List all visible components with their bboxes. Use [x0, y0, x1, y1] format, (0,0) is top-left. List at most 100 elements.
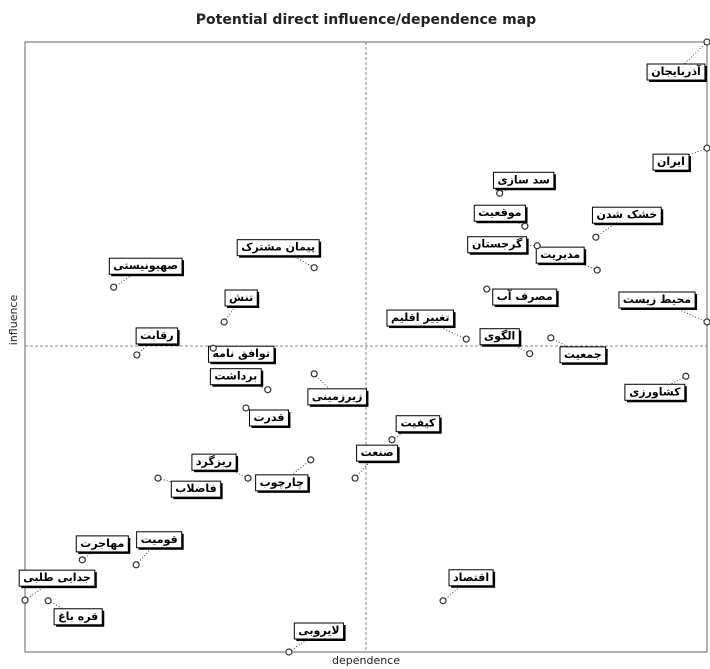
point-label-group: آذربایجان [646, 63, 707, 82]
point [133, 351, 141, 359]
label-box [492, 288, 558, 306]
point-label-group: جدایی طلبی [18, 569, 97, 589]
point [307, 456, 315, 464]
point [439, 597, 447, 605]
point-label-group: الگوی [479, 328, 522, 347]
point [220, 318, 228, 326]
point-label: ریزگرد [196, 455, 232, 468]
point-label-group: خشک شدن [591, 206, 664, 226]
point-label-group: پیمان مشترک [236, 239, 322, 258]
label-box [236, 239, 320, 257]
point [703, 144, 710, 152]
point [521, 222, 529, 230]
point-label-group: رقابت [135, 327, 180, 346]
label-box [293, 622, 345, 640]
point-label: تغییر اقلیم [391, 311, 450, 324]
label-box [386, 309, 455, 327]
point [132, 561, 140, 569]
point [547, 334, 555, 342]
point [310, 370, 318, 378]
point [351, 474, 359, 482]
point-label-group: ایران [652, 153, 691, 173]
point-label: جمعیت [564, 348, 602, 361]
point [593, 266, 601, 274]
point-label: موقعیت [478, 206, 521, 219]
label-box [18, 569, 96, 587]
point-label-group: صهیونیستی [108, 257, 185, 277]
label-box [559, 346, 607, 364]
point-label: لایروبی [298, 624, 339, 637]
point-label: الگوی [484, 330, 515, 343]
point-label: فاضلاب [175, 482, 216, 495]
point-label: سد سازی [497, 173, 549, 186]
point-label-group: محیط زیست [618, 291, 698, 310]
point-label-group: چارچوب [255, 474, 310, 493]
label-box [224, 289, 258, 307]
point [242, 404, 250, 412]
point-label: زیرزمینی [312, 390, 363, 403]
point [483, 285, 491, 293]
point-label-group: زیرزمینی [307, 388, 369, 407]
point-label-group: فاضلاب [170, 480, 223, 500]
label-box [255, 474, 309, 492]
label-box [479, 328, 520, 346]
connector [277, 247, 315, 269]
point-label: قدرت [253, 411, 284, 424]
label-box [395, 415, 441, 433]
point-label-group: جمعیت [559, 346, 608, 365]
point-label-group: توافق نامه [207, 345, 276, 365]
label-box [53, 608, 103, 626]
point [209, 344, 217, 352]
point [592, 233, 600, 241]
label-box [136, 531, 183, 549]
point-label: جدایی طلبی [23, 571, 91, 584]
point-label: رقابت [140, 329, 173, 342]
point [244, 474, 252, 482]
point-label-group: قومیت [136, 531, 184, 550]
point [496, 189, 504, 197]
label-box [624, 383, 686, 401]
point-label-group: مهاجرت [75, 535, 131, 554]
point [44, 597, 52, 605]
point-label-group: لایروبی [293, 622, 346, 641]
point-label: آذربایجان [651, 64, 701, 78]
point-label-group: برداشت [209, 368, 264, 387]
label-box [207, 345, 275, 363]
point-label: مدیریت [540, 248, 580, 261]
label-box [307, 388, 367, 406]
point-label: صنعت [361, 446, 394, 459]
point-label: تنش [229, 291, 253, 304]
point-label: قره باغ [58, 610, 98, 623]
point [264, 386, 272, 394]
point-label: چارچوب [260, 476, 304, 489]
point [154, 474, 162, 482]
label-box [591, 206, 662, 224]
point [703, 318, 710, 326]
connector [157, 477, 197, 490]
point-label-group: تنش [224, 289, 260, 308]
label-box [75, 535, 129, 553]
label-box [652, 153, 690, 171]
point-label: برداشت [214, 370, 257, 383]
connector [675, 41, 708, 73]
point-label-group: موقعیت [473, 204, 528, 224]
connector [670, 147, 708, 163]
point-label-group: سد سازی [492, 171, 556, 191]
point-label-group: صنعت [356, 444, 400, 464]
label-box [467, 236, 528, 254]
label-box [646, 63, 706, 81]
label-box [108, 257, 183, 275]
point-label-group: ریزگرد [191, 453, 239, 473]
point-label: ایران [657, 155, 685, 168]
point [703, 38, 710, 46]
point-label: گرجستان [472, 238, 523, 251]
point-label-group: گرجستان [467, 236, 529, 255]
point-label: قومیت [141, 533, 178, 546]
point [462, 335, 470, 343]
point-label: کشاورزی [629, 385, 681, 398]
label-box [473, 204, 527, 222]
point-label: پیمان مشترک [241, 241, 315, 254]
point [526, 350, 534, 358]
point [388, 436, 396, 444]
